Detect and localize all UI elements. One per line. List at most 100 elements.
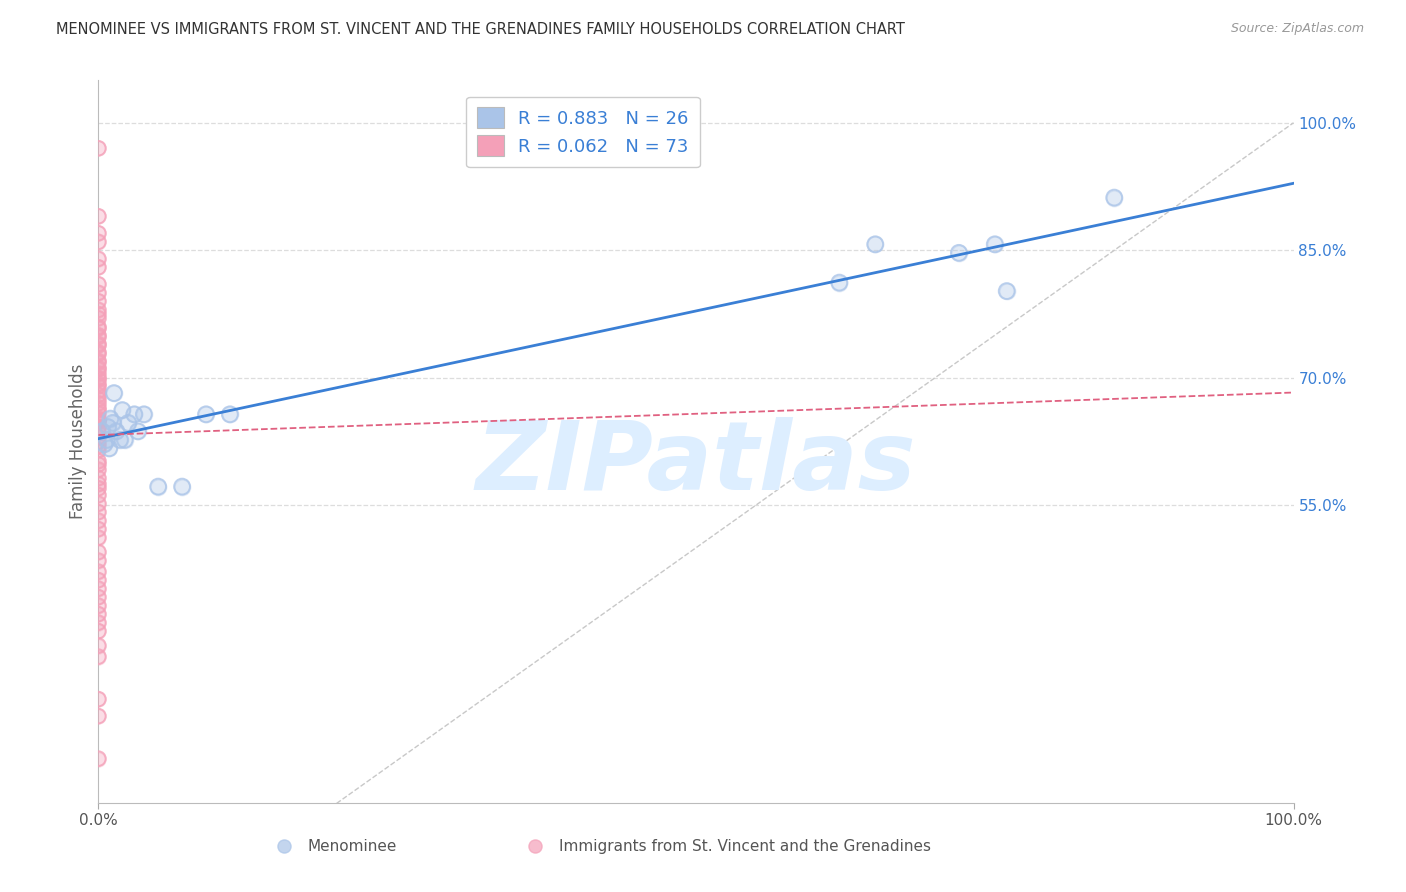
Point bbox=[87, 553, 110, 567]
Point bbox=[111, 403, 134, 417]
Point bbox=[87, 607, 110, 621]
Point bbox=[87, 321, 110, 335]
Point bbox=[87, 545, 110, 559]
Point bbox=[948, 245, 970, 260]
Point bbox=[87, 553, 110, 567]
Point bbox=[219, 408, 242, 422]
Point bbox=[87, 565, 110, 579]
Point bbox=[87, 330, 110, 344]
Point bbox=[132, 408, 155, 422]
Text: MENOMINEE VS IMMIGRANTS FROM ST. VINCENT AND THE GRENADINES FAMILY HOUSEHOLDS CO: MENOMINEE VS IMMIGRANTS FROM ST. VINCENT… bbox=[56, 22, 905, 37]
Point bbox=[87, 582, 110, 596]
Point bbox=[984, 237, 1007, 252]
Point bbox=[98, 442, 121, 456]
Point bbox=[87, 649, 110, 664]
Point bbox=[87, 422, 110, 436]
Point bbox=[87, 407, 110, 421]
Point bbox=[195, 408, 218, 422]
Point bbox=[105, 425, 128, 439]
Point bbox=[87, 252, 110, 266]
Point bbox=[108, 433, 131, 447]
Point bbox=[87, 415, 110, 429]
Point bbox=[87, 362, 110, 376]
Point bbox=[87, 751, 110, 765]
Point bbox=[87, 443, 110, 458]
Legend: R = 0.883   N = 26, R = 0.062   N = 73: R = 0.883 N = 26, R = 0.062 N = 73 bbox=[465, 96, 700, 167]
Point bbox=[1104, 191, 1126, 205]
Point bbox=[114, 433, 136, 447]
Point bbox=[87, 141, 110, 155]
Point bbox=[87, 430, 110, 444]
Point bbox=[87, 615, 110, 630]
Text: Immigrants from St. Vincent and the Grenadines: Immigrants from St. Vincent and the Gren… bbox=[558, 838, 931, 854]
Point bbox=[87, 425, 110, 440]
Point bbox=[995, 284, 1018, 298]
Point bbox=[87, 235, 110, 249]
Point bbox=[98, 411, 122, 425]
Point bbox=[87, 590, 110, 604]
Point bbox=[87, 615, 110, 630]
Point bbox=[103, 386, 125, 401]
Point bbox=[87, 458, 110, 472]
Point bbox=[87, 481, 110, 495]
Point bbox=[948, 245, 970, 260]
Point bbox=[87, 353, 110, 368]
Point bbox=[87, 311, 110, 326]
Point bbox=[87, 347, 110, 361]
Point bbox=[87, 311, 110, 326]
Point bbox=[87, 599, 110, 613]
Point bbox=[87, 425, 110, 440]
Point bbox=[87, 420, 110, 434]
Text: Menominee: Menominee bbox=[308, 838, 396, 854]
Point bbox=[87, 403, 110, 417]
Point bbox=[87, 277, 110, 292]
Point bbox=[87, 430, 110, 444]
Point bbox=[87, 488, 110, 502]
Point bbox=[87, 420, 110, 434]
Point bbox=[87, 413, 110, 427]
Point bbox=[87, 522, 110, 536]
Point bbox=[87, 709, 110, 723]
Point bbox=[87, 462, 110, 476]
Point bbox=[87, 345, 110, 359]
Point bbox=[87, 384, 110, 398]
Point bbox=[828, 276, 851, 290]
Point bbox=[87, 372, 110, 386]
Point bbox=[114, 433, 136, 447]
Point bbox=[105, 425, 128, 439]
Point bbox=[87, 514, 110, 528]
Point bbox=[87, 141, 110, 155]
Point bbox=[172, 480, 194, 494]
Point bbox=[172, 480, 194, 494]
Point bbox=[87, 376, 110, 391]
Y-axis label: Family Households: Family Households bbox=[69, 364, 87, 519]
Point bbox=[87, 384, 110, 398]
Point bbox=[87, 415, 110, 429]
Point bbox=[87, 321, 110, 335]
Point bbox=[87, 302, 110, 317]
Point bbox=[97, 420, 120, 434]
Point bbox=[87, 336, 110, 351]
Point bbox=[87, 307, 110, 321]
Point bbox=[87, 403, 110, 417]
Point bbox=[87, 328, 110, 343]
Point bbox=[87, 590, 110, 604]
Point bbox=[87, 355, 110, 369]
Point bbox=[87, 277, 110, 292]
Point bbox=[124, 408, 146, 422]
Point bbox=[87, 260, 110, 275]
Point bbox=[87, 434, 110, 449]
Point bbox=[87, 411, 110, 425]
Point bbox=[87, 227, 110, 241]
Point bbox=[87, 362, 110, 376]
Point bbox=[984, 237, 1007, 252]
Point bbox=[87, 392, 110, 406]
Point bbox=[87, 401, 110, 415]
Point bbox=[87, 514, 110, 528]
Point bbox=[87, 388, 110, 402]
Point bbox=[87, 531, 110, 545]
Point bbox=[87, 376, 110, 391]
Point bbox=[87, 235, 110, 249]
Point bbox=[98, 411, 122, 425]
Point bbox=[87, 407, 110, 421]
